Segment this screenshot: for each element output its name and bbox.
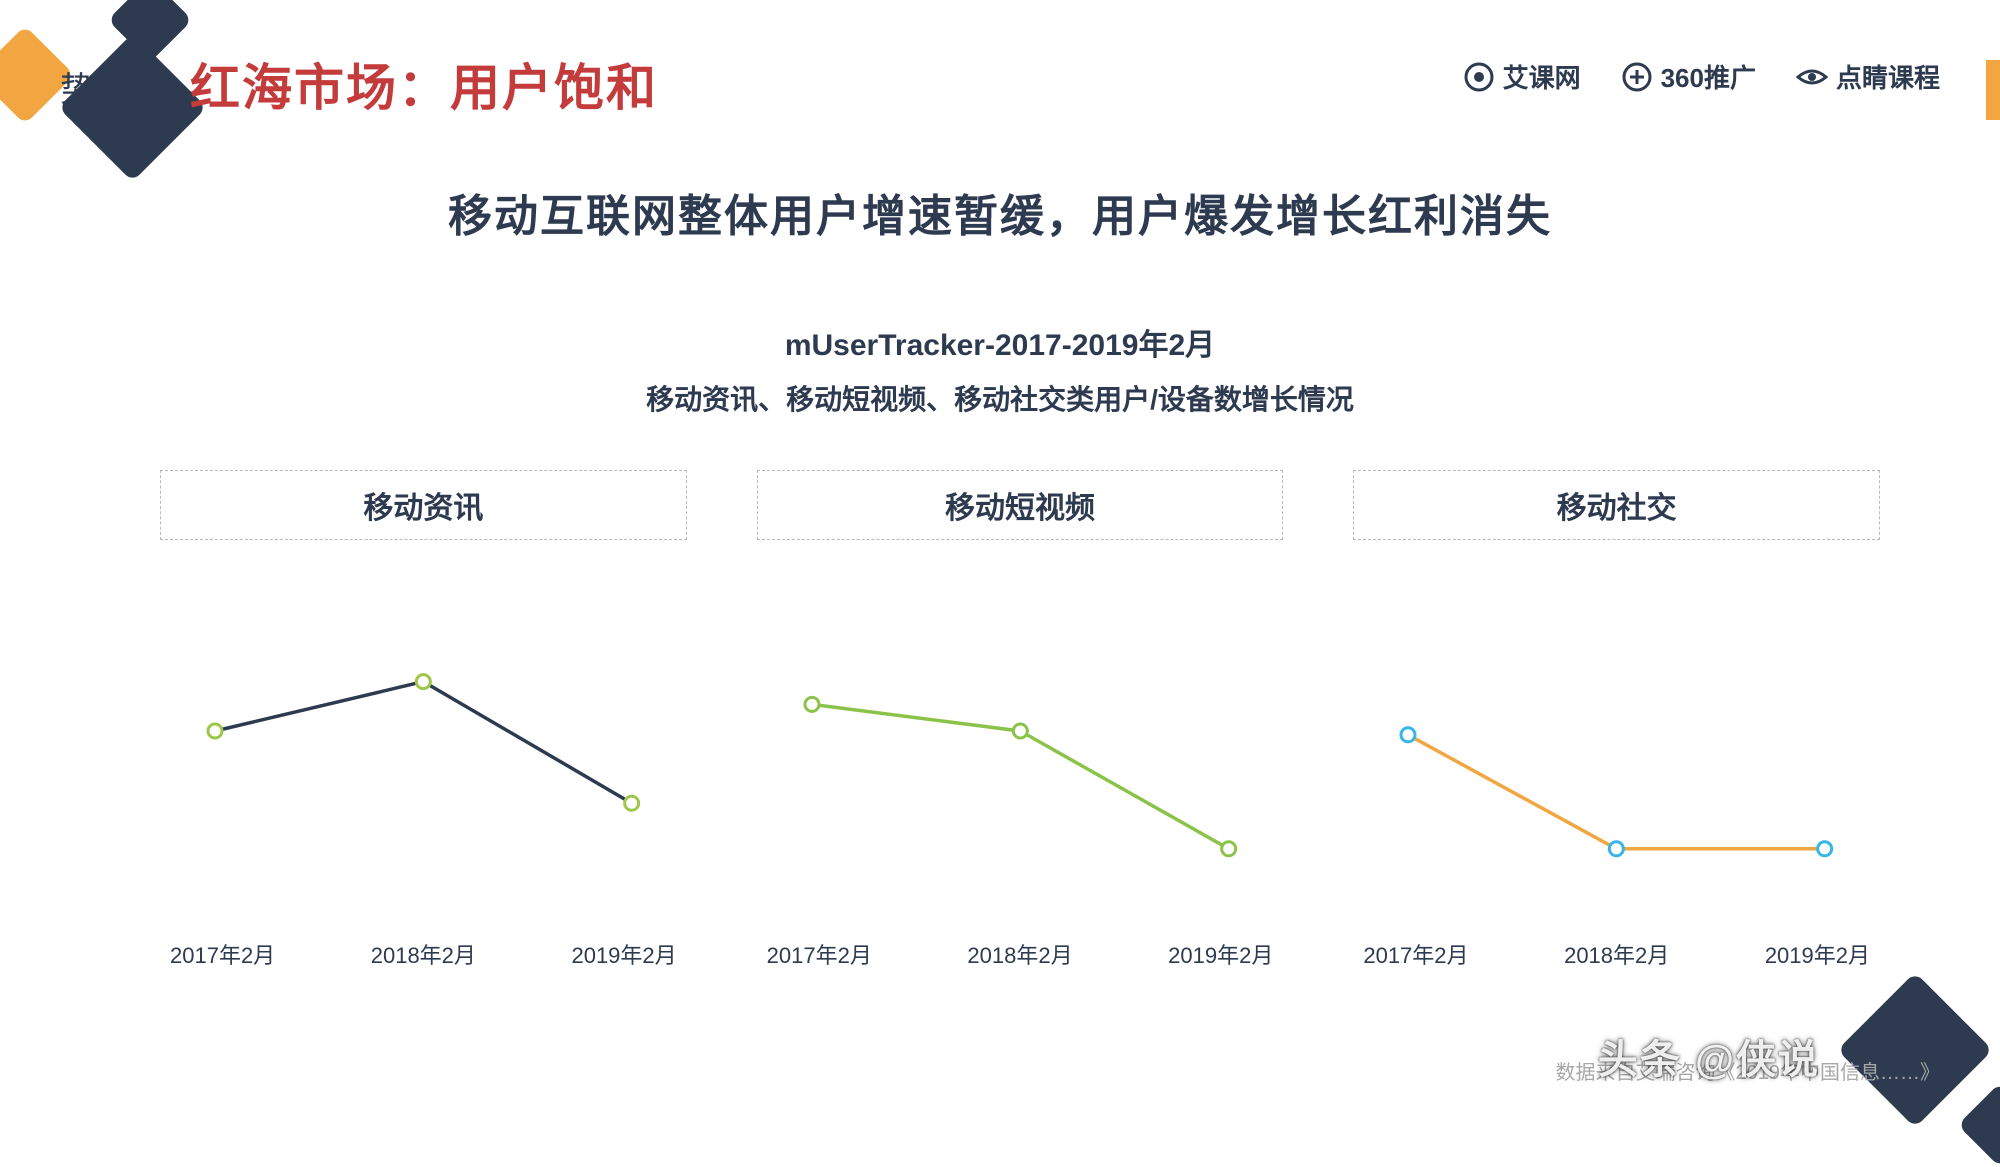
chart-social: 移动社交 2017年2月 2018年2月 2019年2月 (1353, 470, 1880, 970)
x-label: 2019年2月 (1168, 938, 1273, 970)
x-label: 2019年2月 (1765, 938, 1870, 970)
chart-caption: mUserTracker-2017-2019年2月 移动资讯、移动短视频、移动社… (0, 320, 2000, 418)
axis-labels: 2017年2月 2018年2月 2019年2月 (1353, 938, 1880, 970)
chart-plot: 2017年2月 2018年2月 2019年2月 (1353, 540, 1880, 970)
edge-accent (1986, 60, 2000, 120)
chart-label: 移动短视频 (757, 470, 1284, 540)
x-label: 2018年2月 (371, 938, 476, 970)
logos-bar: 艾课网 360推广 点睛课程 (1463, 58, 1940, 95)
chart-caption-line1: mUserTracker-2017-2019年2月 (0, 320, 2000, 364)
slide: 势 红海市场：用户饱和 艾课网 360推广 点睛课程 移动互联网整体用户增速暂缓… (0, 0, 2000, 1125)
x-label: 2018年2月 (1564, 938, 1669, 970)
plus-circle-icon (1621, 61, 1653, 93)
chart-label: 移动社交 (1353, 470, 1880, 540)
main-title: 红海市场：用户饱和 (190, 48, 658, 120)
subtitle: 移动互联网整体用户增速暂缓，用户爆发增长红利消失 (0, 180, 2000, 244)
eye-icon (1796, 61, 1828, 93)
charts-row: 移动资讯 2017年2月 2018年2月 2019年2月 移动短视频 2017年… (160, 470, 1880, 970)
logo-dianjing: 点睛课程 (1796, 58, 1940, 95)
chart-plot: 2017年2月 2018年2月 2019年2月 (757, 540, 1284, 970)
logo-label: 360推广 (1661, 58, 1756, 95)
chart-shortvideo: 移动短视频 2017年2月 2018年2月 2019年2月 (757, 470, 1284, 970)
logo-label: 艾课网 (1503, 58, 1581, 95)
logo-aikewang: 艾课网 (1463, 58, 1581, 95)
chart-plot: 2017年2月 2018年2月 2019年2月 (160, 540, 687, 970)
x-label: 2018年2月 (967, 938, 1072, 970)
x-label: 2019年2月 (571, 938, 676, 970)
decor-diamond-navy-3 (1837, 972, 1993, 1128)
x-label: 2017年2月 (767, 938, 872, 970)
x-label: 2017年2月 (170, 938, 275, 970)
chart-news: 移动资讯 2017年2月 2018年2月 2019年2月 (160, 470, 687, 970)
watermark: 头条 @侠说 (1598, 1027, 1820, 1085)
axis-labels: 2017年2月 2018年2月 2019年2月 (160, 938, 687, 970)
x-label: 2017年2月 (1363, 938, 1468, 970)
axis-labels: 2017年2月 2018年2月 2019年2月 (757, 938, 1284, 970)
target-icon (1463, 61, 1495, 93)
chart-caption-line2: 移动资讯、移动短视频、移动社交类用户/设备数增长情况 (0, 378, 2000, 418)
side-label: 势 (60, 62, 94, 111)
logo-360: 360推广 (1621, 58, 1756, 95)
chart-label: 移动资讯 (160, 470, 687, 540)
logo-label: 点睛课程 (1836, 58, 1940, 95)
